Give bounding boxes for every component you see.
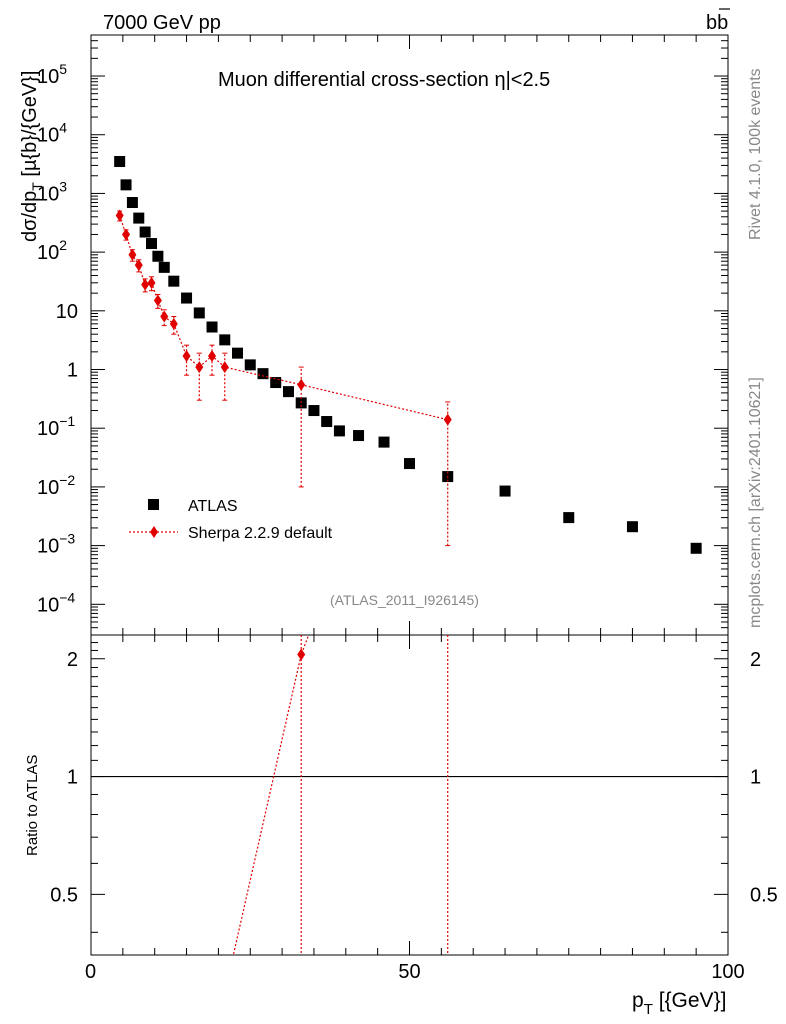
atlas-data-point <box>626 521 638 533</box>
atlas-data-point <box>690 542 702 554</box>
y-tick-label: 102 <box>37 237 67 264</box>
atlas-data-point <box>378 436 390 448</box>
rivet-label: Rivet 4.1.0, 100k events <box>747 68 764 240</box>
main-title: Muon differential cross-section η|<2.5 <box>218 69 550 91</box>
legend-atlas-label: ATLAS <box>188 498 238 515</box>
energy-label: 7000 GeV pp <box>103 12 221 34</box>
atlas-data-point <box>282 386 294 398</box>
x-tick-label: 0 <box>85 961 96 983</box>
ratio-y-tick-label-left: 1 <box>67 767 78 789</box>
atlas-data-point <box>139 226 151 238</box>
x-axis-label: pT [{GeV}] <box>632 989 726 1018</box>
sherpa-data-point <box>208 349 217 362</box>
atlas-data-point <box>193 307 205 319</box>
ratio-sherpa-point <box>297 648 306 661</box>
atlas-data-point <box>126 197 138 209</box>
main-data <box>114 155 702 554</box>
ratio-sherpa-line <box>232 635 310 955</box>
ratio-y-tick-label-right: 1 <box>750 767 761 789</box>
atlas-data-point <box>404 458 415 470</box>
y-tick-label: 10−2 <box>37 472 75 499</box>
y-tick-label: 1 <box>67 360 78 382</box>
atlas-data-point <box>120 179 132 191</box>
sherpa-data-point <box>220 361 229 374</box>
sherpa-data-point <box>169 317 178 330</box>
legend-sherpa-marker <box>150 526 158 538</box>
ratio-y-tick-label-left: 2 <box>67 649 78 671</box>
analysis-tag: (ATLAS_2011_I926145) <box>330 592 479 608</box>
y-tick-label: 103 <box>37 178 67 205</box>
mcplots-label: mcplots.cern.ch [arXiv:2401.10621] <box>747 377 764 628</box>
process-label: bb <box>706 8 730 34</box>
y-tick-label: 105 <box>37 61 67 88</box>
atlas-data-point <box>219 334 231 346</box>
sherpa-data-point <box>147 276 156 289</box>
legend: ATLAS Sherpa 2.2.9 default <box>129 498 333 542</box>
atlas-data-point <box>563 512 575 524</box>
ratio-y-tick-label-right: 0.5 <box>750 884 778 906</box>
atlas-data-point <box>308 405 320 417</box>
atlas-data-point <box>206 321 218 333</box>
atlas-data-point <box>146 238 158 250</box>
ratio-axes: 0 50 100 0.5 0.5 1 1 2 2 <box>50 635 778 983</box>
sherpa-data-point <box>160 310 169 323</box>
atlas-data-point <box>321 416 333 428</box>
svg-text:bb: bb <box>706 12 728 34</box>
sherpa-data-point <box>195 361 204 374</box>
y-tick-label: 104 <box>37 120 67 147</box>
y-tick-label: 10−1 <box>37 413 75 440</box>
sherpa-data-point <box>115 209 124 222</box>
x-tick-label: 50 <box>398 961 420 983</box>
sherpa-data-point <box>122 228 131 241</box>
sherpa-data-point <box>297 378 306 391</box>
legend-sherpa-label: Sherpa 2.2.9 default <box>188 525 333 542</box>
x-tick-label: 100 <box>711 961 744 983</box>
atlas-data-point <box>114 155 126 167</box>
atlas-data-point <box>181 292 193 304</box>
atlas-data-point <box>333 425 345 437</box>
sherpa-data-point <box>128 248 137 261</box>
ratio-plot-frame <box>90 634 729 956</box>
sherpa-data-point <box>182 349 191 362</box>
y-tick-label: 10−3 <box>37 531 75 558</box>
y-tick-label: 10−4 <box>37 589 75 616</box>
atlas-data-point <box>270 377 282 389</box>
main-plot-frame <box>90 34 729 636</box>
atlas-data-point <box>257 368 269 380</box>
legend-atlas-marker <box>148 499 159 510</box>
atlas-data-point <box>499 485 511 497</box>
ratio-y-tick-label-right: 2 <box>750 649 761 671</box>
atlas-data-point <box>232 347 244 359</box>
main-axes: 10−4 10−3 10−2 10−1 1 10 102 103 104 105 <box>37 34 729 636</box>
ratio-y-tick-label-left: 0.5 <box>50 884 78 906</box>
atlas-data-point <box>133 212 145 224</box>
atlas-data-point <box>158 261 170 273</box>
atlas-data-point <box>353 430 365 442</box>
sherpa-data-point <box>443 413 452 426</box>
sherpa-data-point <box>153 294 162 307</box>
main-ylabel: dσ/dpT [µ{b}/{GeV}] <box>19 71 45 242</box>
ratio-data <box>232 635 449 955</box>
ratio-ylabel: Ratio to ATLAS <box>24 755 41 856</box>
sherpa-data-point <box>141 278 150 291</box>
sherpa-data-point <box>134 259 143 272</box>
y-tick-label: 10 <box>56 301 78 323</box>
atlas-data-point <box>152 250 164 262</box>
atlas-data-point <box>168 275 180 287</box>
atlas-data-point <box>244 359 256 371</box>
